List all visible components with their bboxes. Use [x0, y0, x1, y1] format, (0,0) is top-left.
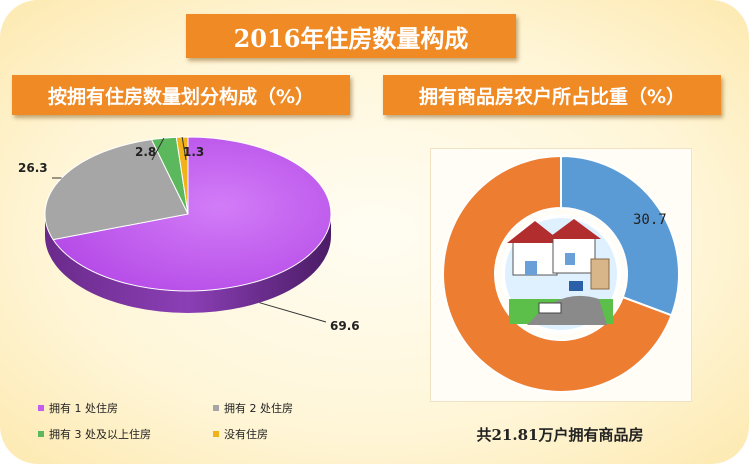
pie-slice-0 [52, 136, 332, 292]
legend-swatch [38, 431, 44, 437]
donut-segment-0 [560, 154, 680, 317]
donut-value-label: 30.7 [633, 212, 667, 228]
legend-swatch [213, 405, 219, 411]
pie-label-no-house: 1.3 [183, 145, 205, 159]
legend-swatch [213, 431, 219, 437]
pie-label-one-house: 69.6 [330, 319, 360, 333]
donut-chart: 30.7 [442, 154, 680, 393]
main-title: 2016年住房数量构成 [186, 14, 516, 58]
donut-caption: 共21.81万户拥有商品房 [476, 426, 644, 444]
pie-leader-line [151, 137, 165, 161]
pie-leader-line [259, 302, 327, 323]
legend-item: 拥有 1 处住房 [38, 400, 118, 416]
pie-label-two-houses: 26.3 [18, 161, 48, 175]
legend-item: 没有住房 [213, 426, 268, 442]
legend-item: 拥有 2 处住房 [213, 400, 293, 416]
pie-slice-1 [44, 138, 189, 241]
donut-segment-1 [442, 154, 673, 393]
village-illustration [501, 214, 621, 334]
legend-label: 拥有 3 处及以上住房 [49, 428, 151, 441]
pie-leader-line [181, 136, 187, 161]
right-chart-title: 拥有商品房农户所占比重（%） [383, 75, 721, 115]
legend-label: 没有住房 [224, 428, 268, 441]
donut-chart-panel: 30.7 [430, 148, 692, 402]
left-chart-title: 按拥有住房数量划分构成（%） [12, 75, 350, 115]
legend-item: 拥有 3 处及以上住房 [38, 426, 151, 442]
legend-label: 拥有 2 处住房 [224, 402, 293, 415]
pie-label-three-houses: 2.8 [135, 145, 157, 159]
pie-side-wall [45, 214, 331, 313]
legend-swatch [38, 405, 44, 411]
legend-label: 拥有 1 处住房 [49, 402, 118, 415]
